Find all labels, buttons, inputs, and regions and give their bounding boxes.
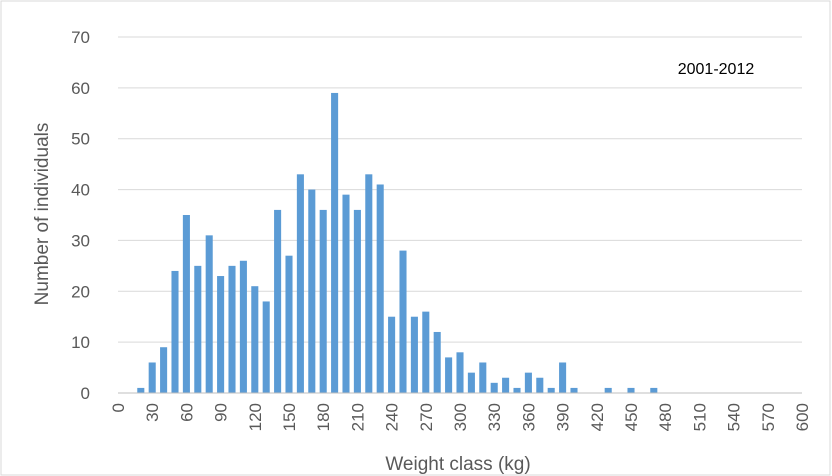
bar (650, 387, 658, 393)
y-axis-title: Number of individuals (32, 123, 53, 306)
bar (513, 387, 521, 393)
x-tick-label: 570 (759, 403, 778, 431)
bar (274, 209, 282, 393)
bar (217, 276, 225, 393)
bar (422, 311, 430, 393)
bar (331, 92, 339, 393)
bar (353, 209, 361, 393)
x-tick-label: 270 (417, 403, 436, 431)
x-tick-labels: 0 30 60 90 120 150 180 210 240 270 300 330 360 390 420… (109, 403, 812, 431)
annotation-label: 2001-2012 (678, 61, 755, 78)
bar (524, 372, 532, 393)
bar (410, 316, 418, 393)
bar (148, 362, 156, 393)
bar (285, 255, 293, 393)
bar (262, 301, 270, 393)
x-tick-label: 480 (656, 403, 675, 431)
y-tick-label: 50 (71, 130, 90, 149)
x-tick-label: 300 (451, 403, 470, 431)
annotation-background (648, 50, 798, 86)
bar (296, 174, 304, 393)
y-tick-label: 10 (71, 333, 90, 352)
x-tick-label: 510 (690, 403, 709, 431)
bar (479, 362, 487, 393)
x-tick-label: 60 (177, 403, 196, 422)
bar (171, 270, 179, 393)
y-tick-label: 0 (81, 384, 90, 403)
x-tick-label: 540 (725, 403, 744, 431)
bar (194, 265, 202, 393)
x-tick-label: 240 (383, 403, 402, 431)
x-tick-label: 0 (109, 403, 128, 412)
bar (456, 352, 464, 393)
bar (308, 189, 316, 393)
x-tick-label: 600 (793, 403, 812, 431)
x-tick-label: 30 (143, 403, 162, 422)
bar (559, 362, 567, 393)
bar (365, 174, 373, 393)
x-tick-label: 390 (554, 403, 573, 431)
bar (502, 377, 510, 393)
y-tick-label: 40 (71, 181, 90, 200)
bar (342, 194, 350, 393)
bar (627, 387, 635, 393)
bar (376, 184, 384, 393)
x-tick-label: 450 (622, 403, 641, 431)
bar (228, 265, 236, 393)
bar (467, 372, 475, 393)
bar (160, 347, 168, 393)
y-tick-label: 60 (71, 79, 90, 98)
x-axis-title: Weight class (kg) (385, 454, 530, 475)
y-tick-label: 30 (71, 231, 90, 250)
x-tick-label: 330 (485, 403, 504, 431)
x-tick-label: 210 (348, 403, 367, 431)
bar (433, 331, 441, 393)
x-tick-label: 150 (280, 403, 299, 431)
x-tick-label: 420 (588, 403, 607, 431)
bar (536, 377, 544, 393)
x-tick-label: 180 (314, 403, 333, 431)
bar (604, 387, 612, 393)
bar (239, 260, 247, 393)
bar (388, 316, 396, 393)
y-tick-labels: 0 10 20 30 40 50 60 70 (71, 28, 90, 403)
bar (570, 387, 578, 393)
bar (547, 387, 555, 393)
bar (251, 286, 259, 393)
y-tick-label: 20 (71, 282, 90, 301)
x-tick-label: 360 (519, 403, 538, 431)
bar (137, 387, 145, 393)
bars (137, 92, 658, 393)
bar (399, 250, 407, 393)
x-tick-label: 120 (246, 403, 265, 431)
x-tick-label: 90 (212, 403, 231, 422)
bar (490, 382, 498, 393)
y-tick-label: 70 (71, 28, 90, 47)
bar (319, 209, 327, 393)
bar (445, 357, 453, 393)
bar (205, 235, 213, 393)
bar (182, 215, 190, 393)
